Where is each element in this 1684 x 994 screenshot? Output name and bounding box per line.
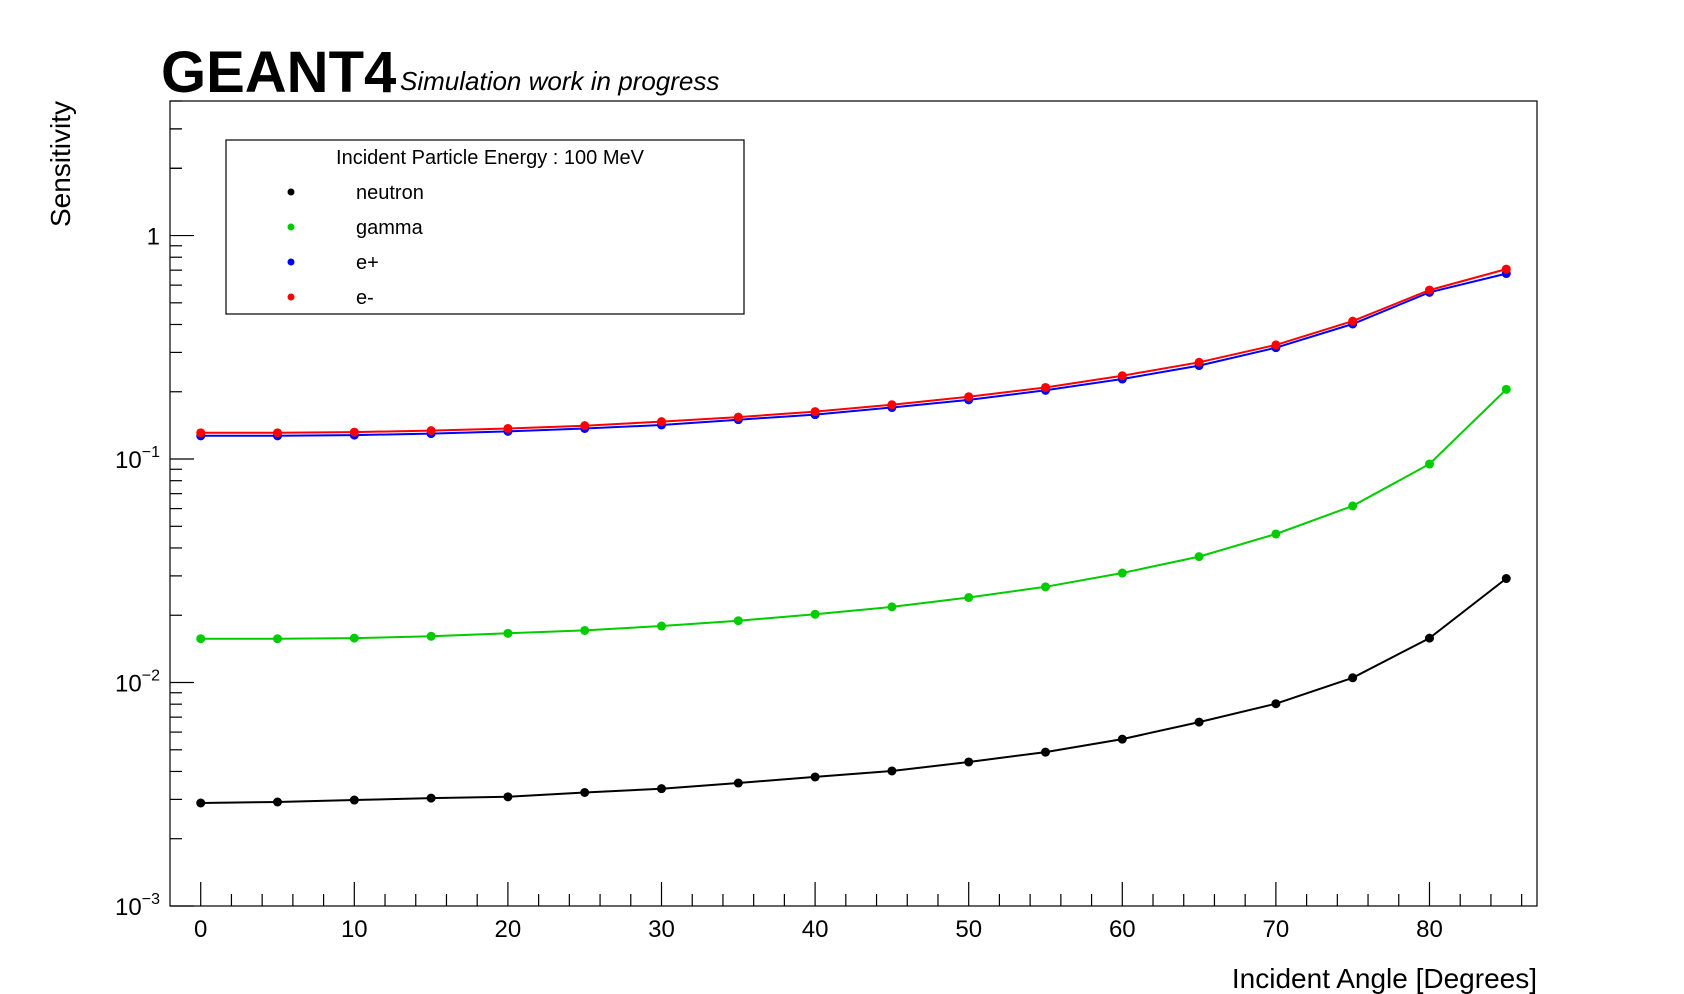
- data-point: [964, 392, 974, 402]
- data-point: [1424, 459, 1434, 469]
- legend-marker: [287, 223, 295, 231]
- x-axis-title: Incident Angle [Degrees]: [1232, 963, 1537, 994]
- y-tick-label: 10−1: [115, 444, 160, 474]
- data-point: [1501, 384, 1511, 394]
- series-e-: [196, 264, 1511, 438]
- data-point: [503, 423, 513, 433]
- data-point: [426, 793, 436, 803]
- data-point: [1348, 673, 1358, 683]
- data-point: [810, 407, 820, 417]
- data-point: [1271, 529, 1281, 539]
- data-point: [1117, 568, 1127, 578]
- data-point: [196, 428, 206, 438]
- data-point: [1271, 340, 1281, 350]
- x-tick-label: 30: [648, 916, 675, 943]
- series-line: [200, 268, 1507, 434]
- data-point: [1194, 717, 1204, 727]
- x-tick-label: 10: [341, 916, 368, 943]
- legend: Incident Particle Energy : 100 MeV neutr…: [225, 139, 745, 315]
- data-point: [657, 784, 667, 794]
- data-point: [887, 400, 897, 410]
- data-point: [580, 625, 590, 635]
- legend-marker: [287, 188, 295, 196]
- series-line: [200, 272, 1507, 437]
- data-point: [1501, 574, 1511, 584]
- x-tick-label: 60: [1109, 916, 1136, 943]
- brand-title: GEANT4: [161, 40, 396, 105]
- data-point: [1424, 285, 1434, 295]
- data-point: [349, 795, 359, 805]
- data-point: [657, 621, 667, 631]
- data-point: [273, 634, 283, 644]
- data-point: [503, 628, 513, 638]
- y-tick-label: 1: [147, 224, 160, 251]
- data-point: [273, 797, 283, 807]
- data-series: [196, 264, 1511, 808]
- data-point: [580, 421, 590, 431]
- data-point: [964, 757, 974, 767]
- x-tick-label: 0: [194, 916, 207, 943]
- y-tick-label: 10−2: [115, 668, 160, 698]
- data-point: [426, 631, 436, 641]
- data-point: [1348, 316, 1358, 326]
- x-tick-label: 40: [802, 916, 829, 943]
- legend-entry-label: gamma: [356, 217, 424, 239]
- data-point: [810, 609, 820, 619]
- x-tick-label: 80: [1416, 916, 1443, 943]
- data-point: [503, 792, 513, 802]
- data-point: [1040, 382, 1050, 392]
- data-point: [1501, 264, 1511, 274]
- data-point: [887, 602, 897, 612]
- data-point: [1424, 633, 1434, 643]
- axes-ticks: 0 10 20 30 40 50 60 70 80 10−3 10−2 10−1 1: [115, 100, 1523, 943]
- data-point: [349, 427, 359, 437]
- data-point: [887, 766, 897, 776]
- legend-entry-label: e-: [356, 287, 374, 309]
- x-tick-label: 70: [1263, 916, 1290, 943]
- data-point: [1271, 699, 1281, 709]
- data-point: [426, 426, 436, 436]
- data-point: [733, 778, 743, 788]
- data-point: [964, 593, 974, 603]
- data-point: [349, 633, 359, 643]
- data-point: [196, 798, 206, 808]
- data-point: [1117, 371, 1127, 381]
- legend-entry-label: neutron: [356, 182, 424, 204]
- series-line: [200, 577, 1507, 804]
- y-tick-label: 10−3: [115, 891, 160, 921]
- data-point: [1194, 552, 1204, 562]
- data-point: [1348, 501, 1358, 511]
- data-point: [733, 412, 743, 422]
- data-point: [1194, 357, 1204, 367]
- plot-frame: [169, 100, 1538, 907]
- y-axis-title: Sensitivity: [45, 101, 76, 227]
- data-point: [1117, 734, 1127, 744]
- legend-marker: [287, 293, 295, 301]
- legend-marker: [287, 258, 295, 266]
- brand-subtitle: Simulation work in progress: [400, 66, 719, 96]
- x-tick-label: 50: [955, 916, 982, 943]
- data-point: [273, 428, 283, 438]
- series-line: [200, 388, 1507, 640]
- series-gamma: [196, 384, 1511, 644]
- data-point: [810, 772, 820, 782]
- data-point: [580, 788, 590, 798]
- data-point: [1040, 582, 1050, 592]
- x-tick-label: 20: [495, 916, 522, 943]
- legend-title: Incident Particle Energy : 100 MeV: [336, 147, 645, 169]
- series-neutron: [196, 574, 1511, 808]
- data-point: [657, 417, 667, 427]
- legend-entry-label: e+: [356, 252, 379, 274]
- data-point: [196, 634, 206, 644]
- data-point: [1040, 747, 1050, 757]
- data-point: [733, 616, 743, 626]
- legend-box: [225, 139, 745, 315]
